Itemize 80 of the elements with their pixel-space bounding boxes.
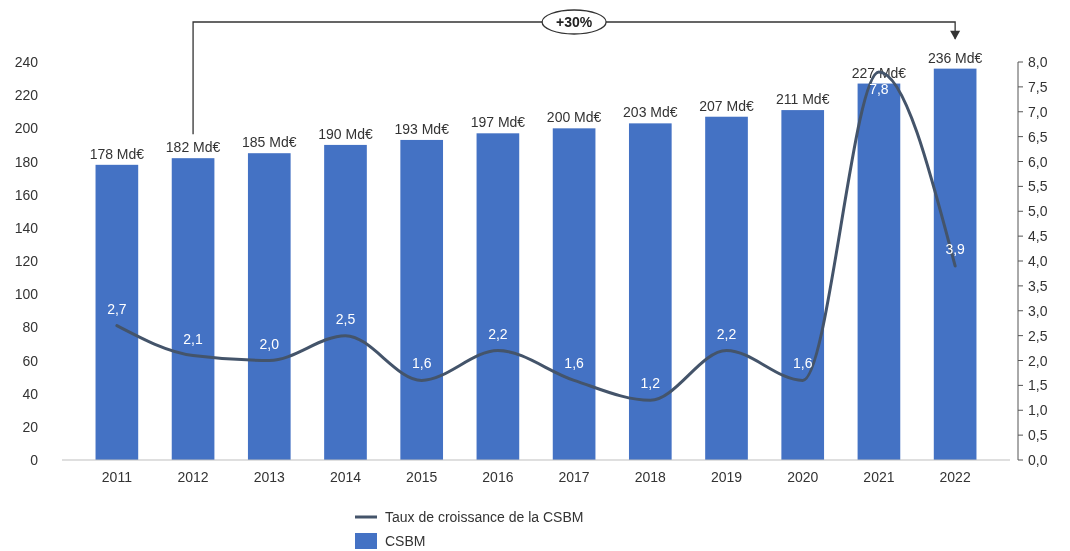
bar [705, 116, 748, 460]
bar [552, 128, 596, 460]
bar [933, 68, 977, 460]
x-tick-label: 2020 [787, 469, 819, 485]
data-label: 236 Md€ [927, 49, 983, 66]
y2-tick-label: 6,5 [1028, 128, 1048, 145]
bar [247, 153, 291, 460]
bar [400, 139, 444, 460]
data-label: 197 Md€ [470, 114, 526, 131]
y-tick-label: 160 [14, 186, 39, 203]
y2-tick-label: 3,0 [1028, 302, 1048, 319]
data-label: 200 Md€ [546, 109, 602, 126]
y2-tick-label: 2,5 [1028, 327, 1048, 344]
text: +30% [556, 14, 593, 30]
data-label: 1,6 [792, 355, 813, 372]
y2-tick-label: 6,0 [1028, 153, 1048, 170]
data-label: 2,1 [183, 330, 204, 347]
y2-tick-label: 0,0 [1028, 452, 1048, 468]
y-tick-label: 240 [14, 54, 39, 70]
x-tick-label: 2014 [329, 469, 362, 485]
data-label: 7,8 [869, 80, 889, 97]
x-tick-label: 2021 [863, 469, 895, 485]
y-tick-label: 0 [30, 452, 39, 468]
data-label: 3,9 [945, 240, 966, 257]
y2-tick-label: 2,0 [1028, 352, 1048, 369]
x-tick-label: 2016 [482, 469, 514, 485]
y-tick-label: 40 [22, 385, 39, 402]
legend-label: Taux de croissance de la CSBM [385, 509, 584, 525]
bar [171, 158, 215, 460]
legend-label: CSBM [385, 533, 426, 549]
bar [628, 123, 672, 460]
data-label: 2,0 [259, 335, 280, 352]
y2-tick-label: 0,5 [1028, 427, 1048, 444]
data-label: 185 Md€ [242, 134, 297, 151]
data-label: 2,2 [488, 325, 508, 342]
y-tick-label: 140 [14, 219, 39, 236]
data-label: 2,7 [107, 300, 127, 317]
y2-tick-label: 1,0 [1028, 402, 1048, 419]
x-tick-label: 2019 [710, 469, 743, 485]
y2-tick-label: 7,0 [1028, 103, 1048, 120]
data-label: 203 Md€ [623, 104, 678, 121]
data-label: 190 Md€ [318, 125, 373, 142]
y2-tick-label: 1,5 [1028, 377, 1048, 394]
y-tick-label: 200 [14, 120, 39, 137]
bar [781, 110, 825, 460]
bar [95, 164, 139, 460]
y2-tick-label: 7,5 [1028, 78, 1048, 95]
y2-tick-label: 5,5 [1028, 178, 1048, 195]
x-tick-label: 2017 [558, 469, 590, 485]
data-label: 178 Md€ [89, 145, 145, 162]
data-label: 1,6 [411, 355, 432, 372]
y2-tick-label: 8,0 [1028, 54, 1048, 70]
x-tick-label: 2013 [253, 469, 286, 485]
y-tick-label: 120 [14, 253, 39, 269]
x-tick-label: 2018 [634, 469, 667, 485]
bar [857, 83, 901, 460]
y2-tick-label: 4,0 [1028, 253, 1048, 269]
y-tick-label: 80 [22, 319, 39, 336]
data-label: 1,6 [564, 355, 585, 372]
data-label: 182 Md€ [165, 139, 221, 156]
x-tick-label: 2012 [177, 469, 209, 485]
bar [476, 133, 520, 460]
data-label: 2,2 [716, 325, 737, 342]
y2-tick-label: 5,0 [1028, 203, 1048, 220]
bar [324, 144, 367, 460]
y-tick-label: 60 [22, 352, 39, 369]
y-tick-label: 180 [14, 153, 39, 170]
data-label: 193 Md€ [394, 120, 450, 137]
data-label: 207 Md€ [699, 97, 754, 114]
x-tick-label: 2022 [939, 469, 971, 485]
data-label: 1,2 [640, 375, 661, 392]
x-tick-label: 2015 [406, 469, 438, 485]
y-tick-label: 100 [14, 286, 39, 303]
y2-tick-label: 3,5 [1028, 277, 1048, 294]
data-label: 2,5 [335, 310, 356, 327]
data-label: 211 Md€ [775, 91, 830, 108]
y-tick-label: 220 [14, 87, 39, 104]
y2-tick-label: 4,5 [1028, 228, 1048, 245]
y-tick-label: 20 [22, 418, 39, 435]
x-tick-label: 2011 [101, 469, 133, 485]
